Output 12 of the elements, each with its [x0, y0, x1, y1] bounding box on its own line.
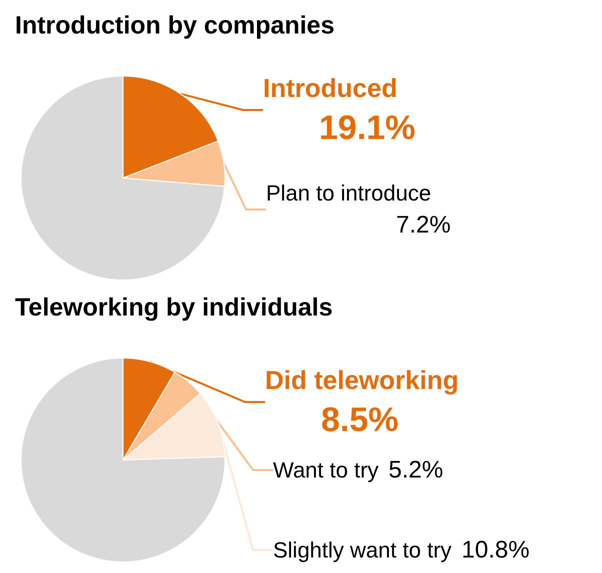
- data-label: 7.2%: [396, 212, 451, 238]
- slice-label: Did teleworking: [265, 365, 459, 395]
- slice-label: Want to try: [273, 458, 379, 482]
- chart-title: Teleworking by individuals: [15, 294, 333, 322]
- slice-label: Introduced: [263, 73, 398, 103]
- data-label: 19.1%: [319, 109, 416, 147]
- slice-label: Plan to introduce: [266, 180, 432, 206]
- slice-label: Slightly want to try: [273, 538, 452, 562]
- data-label: 5.2%: [388, 456, 444, 484]
- data-label: 8.5%: [321, 401, 398, 439]
- chart-title: Introduction by companies: [15, 12, 334, 40]
- data-label: 10.8%: [462, 536, 530, 564]
